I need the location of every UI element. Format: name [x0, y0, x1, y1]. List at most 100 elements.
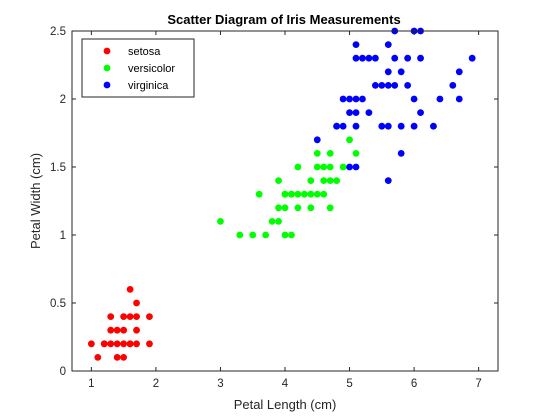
series-versicolor	[217, 122, 360, 239]
data-point-virginica-2	[339, 122, 347, 130]
data-point-virginica-9	[352, 109, 360, 116]
data-point-virginica-45	[410, 95, 418, 103]
x-tick-label: 1	[88, 378, 94, 390]
y-tick-label: 0.5	[50, 298, 66, 310]
y-axis-label: Petal Width (cm)	[28, 153, 43, 249]
data-point-virginica-6	[346, 95, 353, 103]
data-point-versicolor-8	[275, 177, 282, 185]
data-point-virginica-43	[455, 68, 463, 76]
y-tick-label: 2.5	[50, 26, 66, 38]
data-point-setosa-12	[120, 313, 128, 320]
data-point-setosa-0	[87, 340, 95, 348]
data-point-virginica-29	[397, 150, 405, 157]
data-point-setosa-18	[133, 313, 140, 320]
y-tick-label: 1.5	[50, 162, 66, 174]
legend-marker-versicolor	[103, 64, 111, 72]
data-point-versicolor-12	[288, 231, 295, 239]
data-point-versicolor-20	[307, 177, 315, 185]
data-point-virginica-23	[384, 82, 392, 89]
data-point-versicolor-27	[326, 204, 334, 212]
data-point-setosa-11	[120, 326, 128, 334]
data-point-versicolor-7	[275, 204, 282, 212]
data-point-versicolor-3	[255, 190, 263, 198]
x-tick-label: 2	[153, 378, 159, 390]
data-point-versicolor-15	[294, 190, 302, 198]
legend-label-setosa: setosa	[128, 46, 161, 58]
legend-label-versicolor: versicolor	[128, 63, 175, 75]
x-tick-label: 5	[346, 378, 352, 390]
data-point-virginica-8	[352, 122, 360, 130]
data-point-versicolor-17	[300, 190, 308, 198]
data-point-virginica-27	[391, 54, 399, 62]
y-tick-label: 1	[60, 230, 66, 242]
data-point-versicolor-14	[294, 204, 302, 212]
data-point-versicolor-24	[320, 190, 328, 198]
legend-marker-setosa	[103, 47, 111, 55]
data-point-setosa-4	[107, 326, 115, 334]
data-point-virginica-14	[359, 54, 366, 62]
data-point-versicolor-29	[326, 163, 334, 171]
data-point-versicolor-16	[294, 163, 302, 171]
data-point-virginica-0	[313, 136, 321, 144]
data-point-versicolor-0	[217, 218, 224, 225]
data-point-virginica-42	[455, 95, 463, 103]
data-point-versicolor-34	[346, 136, 353, 144]
data-point-virginica-32	[404, 82, 412, 89]
data-point-versicolor-23	[313, 150, 321, 157]
data-point-versicolor-21	[313, 190, 321, 198]
legend-label-virginica: virginica	[128, 80, 169, 92]
data-point-virginica-5	[346, 109, 353, 116]
data-point-virginica-26	[391, 82, 399, 89]
data-point-virginica-15	[365, 109, 373, 116]
x-tick-label: 4	[282, 378, 289, 390]
data-point-virginica-17	[371, 82, 379, 89]
data-point-setosa-15	[126, 286, 134, 293]
x-axis-label: Petal Length (cm)	[234, 397, 337, 412]
y-axis-ticks: 0 0.5 1 1.5 2 2.5	[50, 26, 498, 378]
data-point-setosa-3	[107, 340, 115, 348]
data-point-setosa-23	[126, 340, 134, 348]
x-axis-ticks: 1 2 3 4 5 6 7	[88, 31, 482, 390]
x-tick-label: 7	[475, 378, 481, 390]
data-point-virginica-22	[384, 122, 392, 130]
data-point-virginica-30	[397, 122, 405, 130]
data-point-virginica-4	[346, 163, 353, 171]
data-point-versicolor-35	[352, 150, 360, 157]
data-point-setosa-1	[94, 354, 102, 361]
x-tick-label: 3	[217, 378, 223, 390]
data-point-setosa-9	[120, 354, 128, 361]
data-point-versicolor-10	[281, 204, 289, 212]
data-point-versicolor-33	[339, 163, 347, 171]
data-point-virginica-12	[352, 41, 360, 48]
legend-box	[81, 38, 195, 98]
data-point-virginica-41	[449, 82, 457, 89]
data-point-virginica-24	[384, 68, 392, 76]
data-point-setosa-10	[120, 340, 128, 348]
data-point-virginica-18	[371, 54, 379, 62]
data-point-versicolor-31	[333, 177, 341, 185]
data-point-virginica-33	[404, 54, 412, 62]
data-point-versicolor-18	[307, 204, 315, 212]
series-virginica	[313, 27, 476, 185]
data-point-virginica-19	[378, 122, 386, 130]
data-point-versicolor-19	[307, 190, 315, 198]
data-point-setosa-17	[133, 326, 140, 334]
legend-marker-virginica	[103, 81, 111, 89]
data-point-versicolor-30	[326, 150, 334, 157]
data-point-virginica-20	[378, 82, 386, 89]
data-point-virginica-3	[339, 95, 347, 103]
data-point-setosa-16	[133, 340, 140, 348]
data-point-virginica-40	[436, 95, 444, 103]
data-point-virginica-25	[384, 41, 392, 48]
data-point-versicolor-22	[313, 163, 321, 171]
data-point-versicolor-6	[275, 218, 282, 225]
data-point-setosa-19	[133, 299, 140, 307]
data-point-versicolor-26	[320, 163, 328, 171]
data-point-versicolor-4	[262, 231, 270, 239]
data-point-versicolor-37	[281, 190, 289, 198]
data-point-virginica-11	[352, 54, 360, 62]
data-point-virginica-13	[359, 95, 366, 103]
y-tick-label: 2	[60, 94, 66, 106]
chart-title: Scatter Diagram of Iris Measurements	[167, 12, 400, 27]
